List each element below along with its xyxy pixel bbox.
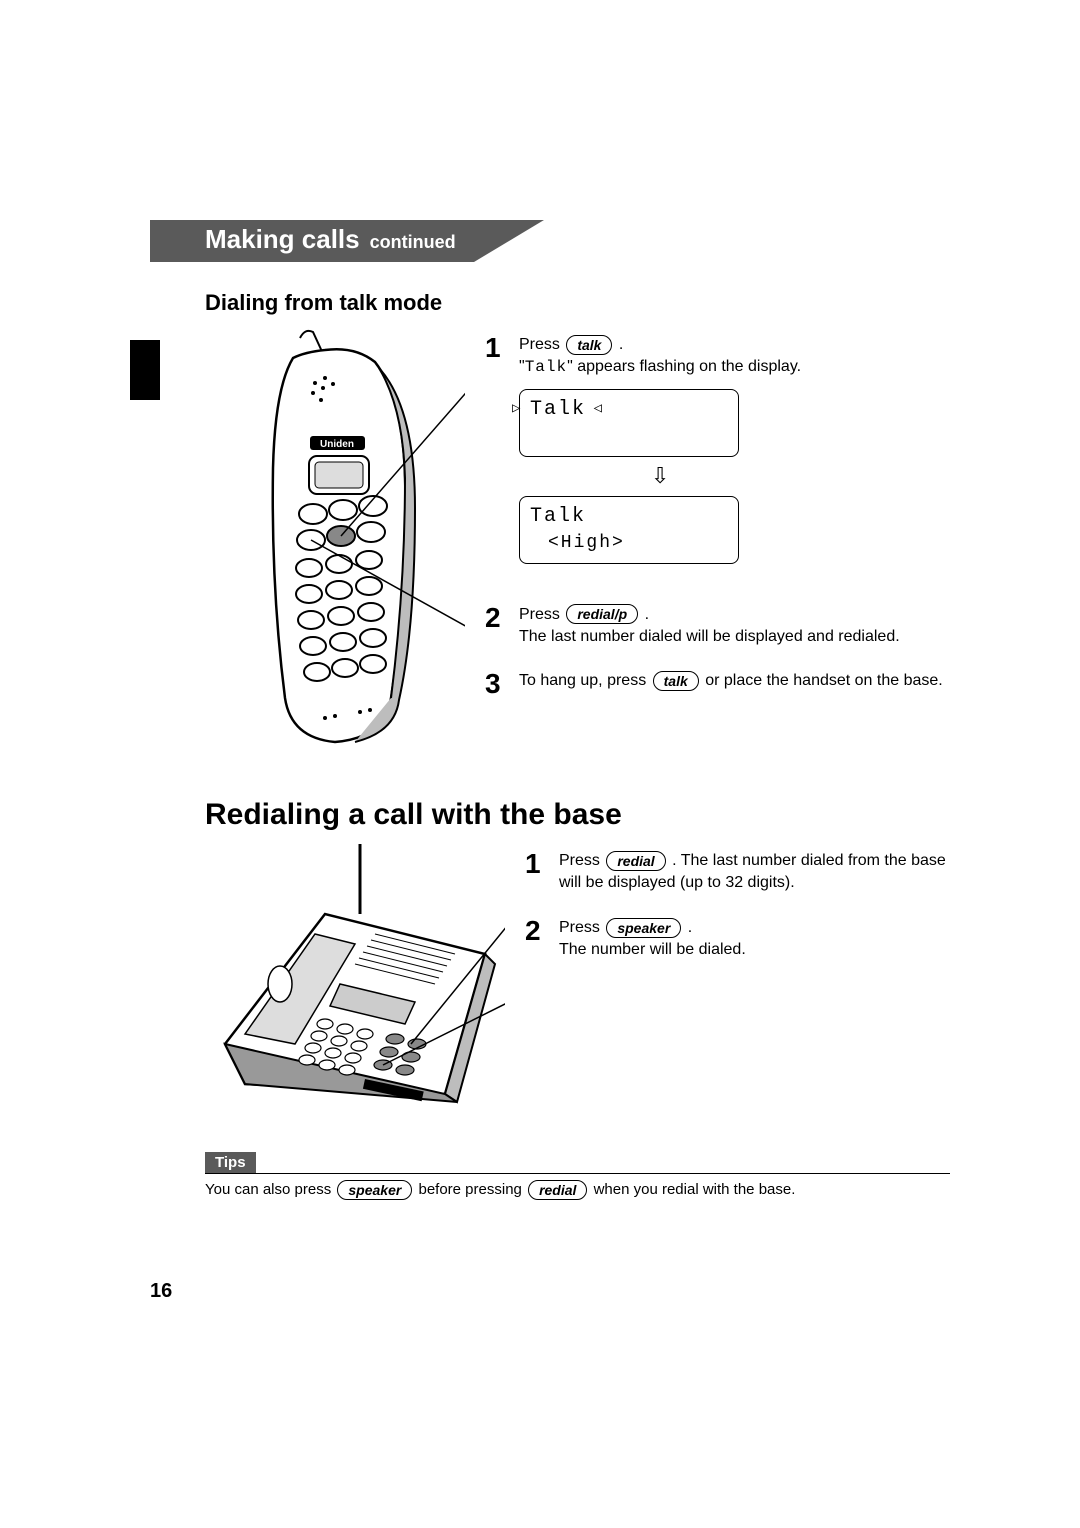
header-title: Making calls (205, 224, 360, 255)
lcd-line: Talk (530, 503, 728, 531)
text: . (619, 336, 623, 353)
lcd-line: Talk (530, 398, 586, 421)
base-step-2: 2 Press speaker . The number will be dia… (525, 911, 950, 962)
step-body: Press redial . The last number dialed fr… (559, 844, 950, 895)
edge-tab (130, 340, 160, 400)
tips-label: Tips (205, 1152, 256, 1173)
steps-column-1: 1 Press talk . "Talk" appears flashing o… (485, 328, 950, 758)
base-step-1: 1 Press redial . The last number dialed … (525, 844, 950, 895)
redialp-button-label: redial/p (566, 604, 638, 624)
lcd-word: Talk (525, 358, 567, 376)
step-body: Press redial/p . The last number dialed … (519, 598, 900, 649)
text: or place the handset on the base. (705, 672, 943, 689)
page-number: 16 (150, 1280, 172, 1303)
step-number: 2 (525, 911, 549, 962)
header-continued: continued (370, 232, 456, 253)
text: when you redial with the base. (594, 1181, 796, 1198)
text: . (688, 919, 692, 936)
step-number: 1 (485, 328, 509, 582)
lcd-line: <High> (530, 531, 728, 556)
section-redialing: 1 Press redial . The last number dialed … (205, 844, 950, 1124)
text: The last number dialed will be displayed… (519, 628, 900, 645)
down-arrow-icon: ⇩ (519, 461, 801, 492)
svg-text:Uniden: Uniden (320, 439, 354, 450)
handset-illustration: Uniden (205, 328, 465, 758)
subheading-dialing: Dialing from talk mode (205, 290, 950, 316)
talk-button-label: talk (653, 671, 699, 691)
heading-redialing: Redialing a call with the base (205, 798, 950, 832)
handset-svg: Uniden (205, 328, 465, 758)
text: Press (519, 606, 564, 623)
text: Press (559, 852, 604, 869)
speaker-button-label: speaker (606, 918, 681, 938)
lcd-screen-1: ▷ Talk ◁ (519, 389, 739, 457)
text: You can also press (205, 1181, 335, 1198)
step-3: 3 To hang up, press talk or place the ha… (485, 664, 950, 703)
lcd-diagram: ▷ Talk ◁ ⇩ Talk <High> (519, 389, 801, 564)
text: " appears flashing on the display. (567, 358, 801, 375)
step-1: 1 Press talk . "Talk" appears flashing o… (485, 328, 950, 582)
lcd-screen-2: Talk <High> (519, 496, 739, 564)
base-svg (205, 844, 505, 1124)
section-header: Making calls continued (150, 220, 950, 262)
step-number: 2 (485, 598, 509, 649)
talk-button-label: talk (566, 335, 612, 355)
step-2: 2 Press redial/p . The last number diale… (485, 598, 950, 649)
text: Press (519, 336, 564, 353)
header-wedge (474, 220, 544, 262)
step-body: To hang up, press talk or place the hand… (519, 664, 943, 703)
step-body: Press talk . "Talk" appears flashing on … (519, 328, 801, 582)
base-illustration (205, 844, 505, 1124)
text: The number will be dialed. (559, 941, 746, 958)
manual-page: Making calls continued Dialing from talk… (150, 220, 950, 1200)
text: before pressing (418, 1181, 526, 1198)
step-body: Press speaker . The number will be diale… (559, 911, 746, 962)
text: To hang up, press (519, 672, 651, 689)
text: . (645, 606, 649, 623)
speaker-button-label: speaker (337, 1180, 412, 1200)
tips-text: You can also press speaker before pressi… (205, 1180, 950, 1200)
header-text: Making calls continued (150, 220, 474, 262)
step-number: 3 (485, 664, 509, 703)
text: Press (559, 919, 604, 936)
redial-button-label: redial (528, 1180, 587, 1200)
section-dialing: Uniden (205, 328, 950, 758)
tips-rule (205, 1173, 950, 1174)
steps-column-2: 1 Press redial . The last number dialed … (525, 844, 950, 1124)
step-number: 1 (525, 844, 549, 895)
redial-button-label: redial (606, 851, 665, 871)
tips-box: Tips You can also press speaker before p… (205, 1152, 950, 1200)
